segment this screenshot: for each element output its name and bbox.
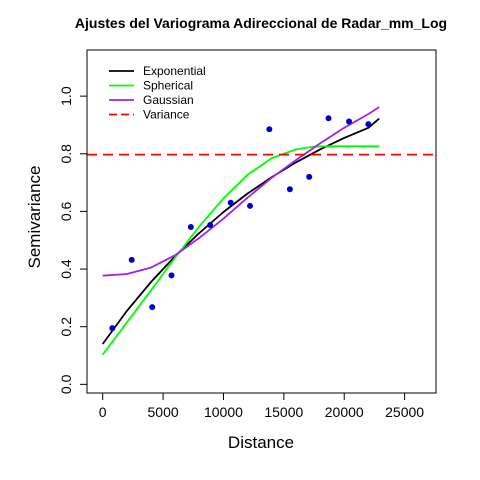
legend-label-variance: Variance [143, 108, 190, 122]
data-point [306, 173, 313, 180]
y-axis-title: Semivariance [25, 166, 44, 269]
chart-title: Ajustes del Variograma Adireccional de R… [75, 15, 447, 31]
data-point [187, 223, 194, 230]
data-point [227, 199, 234, 206]
x-tick-label: 10000 [204, 404, 243, 420]
data-point [346, 118, 353, 125]
y-tick-label: 0.0 [58, 374, 74, 394]
data-point [247, 202, 254, 209]
y-tick-label: 0.2 [58, 317, 74, 337]
y-tick-label: 0.8 [58, 144, 74, 164]
y-axis: 0.0 0.2 0.4 0.6 0.8 1.0 [58, 86, 88, 394]
y-tick-label: 0.6 [58, 201, 74, 221]
data-point [149, 304, 156, 311]
x-tick-label: 25000 [385, 404, 424, 420]
x-axis-title: Distance [228, 433, 294, 452]
legend-label-gaussian: Gaussian [143, 93, 194, 107]
x-tick-label: 5000 [148, 404, 179, 420]
plot-frame [86, 49, 437, 394]
x-tick-label: 0 [99, 404, 107, 420]
x-axis: 0 5000 10000 15000 20000 25000 [99, 392, 424, 420]
y-tick-label: 1.0 [58, 86, 74, 106]
x-tick-label: 20000 [325, 404, 364, 420]
data-point [128, 256, 135, 263]
data-point [207, 221, 214, 228]
legend-label-exponential: Exponential [143, 64, 206, 78]
data-point [365, 121, 372, 128]
series-spherical-line [101, 145, 380, 356]
y-tick-label: 0.4 [58, 259, 74, 279]
data-point [109, 325, 116, 332]
plot-area [86, 49, 437, 394]
data-point [168, 272, 175, 279]
data-point [325, 115, 332, 122]
x-tick-label: 15000 [264, 404, 303, 420]
series-gaussian-line [102, 106, 380, 277]
data-point [286, 186, 293, 193]
series-exponential-line [101, 117, 380, 345]
data-point [266, 126, 273, 133]
legend-label-spherical: Spherical [143, 79, 193, 93]
